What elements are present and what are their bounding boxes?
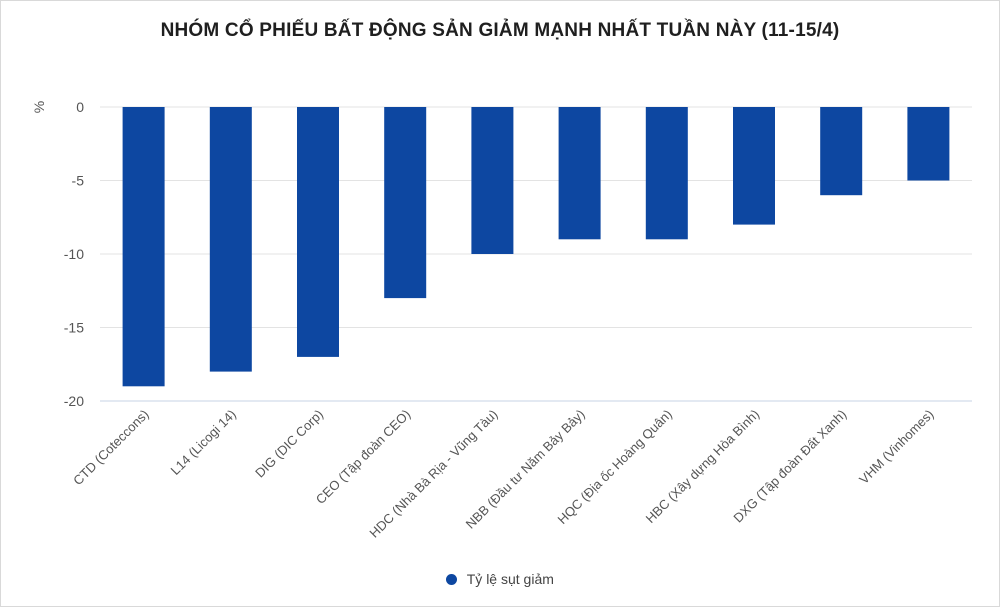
bar xyxy=(558,107,601,240)
bar xyxy=(384,107,427,299)
x-category-label: CTD (Coteccons) xyxy=(70,407,152,489)
bar xyxy=(209,107,252,372)
x-category-label: CEO (Tập đoàn CEO) xyxy=(313,407,414,508)
bar xyxy=(733,107,775,225)
bar xyxy=(907,107,950,181)
bar xyxy=(297,107,339,357)
bar xyxy=(820,107,863,196)
chart-title: NHÓM CỔ PHIẾU BẤT ĐỘNG SẢN GIẢM MẠNH NHẤ… xyxy=(160,20,840,41)
bar xyxy=(122,107,165,387)
y-tick-label: 0 xyxy=(76,99,84,115)
y-tick-label: -5 xyxy=(72,173,85,189)
y-tick-label: -15 xyxy=(64,320,84,336)
bar xyxy=(471,107,514,254)
bar xyxy=(645,107,688,240)
legend-label: Tỷ lệ sụt giảm xyxy=(466,571,554,587)
legend: Tỷ lệ sụt giảm xyxy=(0,571,1000,587)
y-axis-label: % xyxy=(31,101,47,113)
x-category-label: L14 (Licogi 14) xyxy=(168,407,239,478)
y-tick-label: -20 xyxy=(64,393,84,409)
x-category-label: VHM (Vinhomes) xyxy=(856,407,936,487)
legend-marker xyxy=(446,574,458,585)
y-tick-label: -10 xyxy=(64,246,84,262)
x-category-label: DIG (DIC Corp) xyxy=(252,407,326,481)
